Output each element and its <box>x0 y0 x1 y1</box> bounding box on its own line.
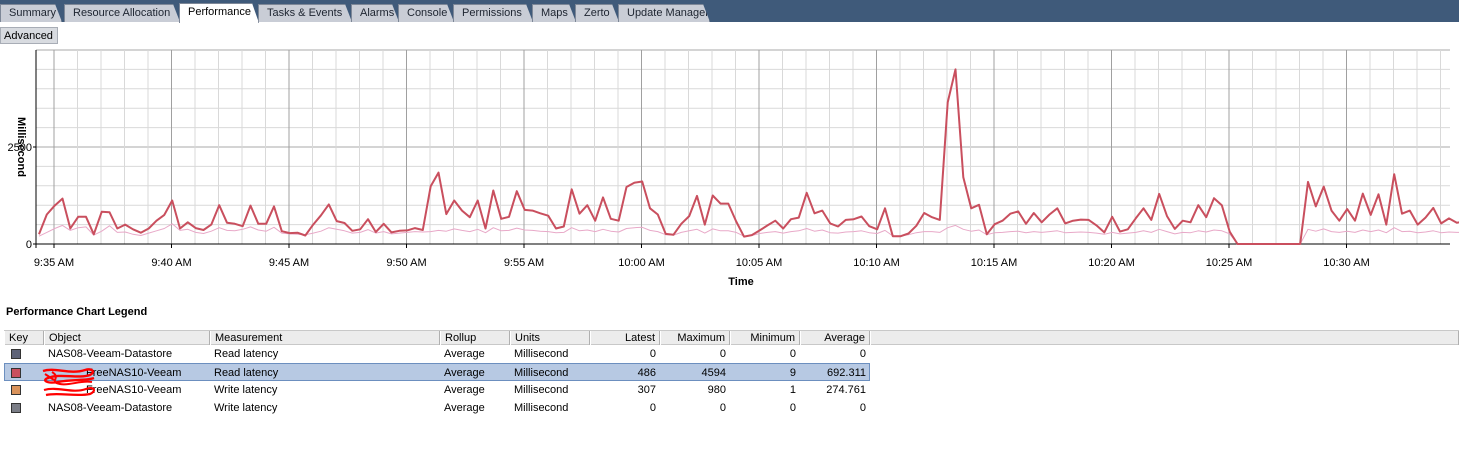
legend-object: NAS08-Veeam-Datastore <box>48 348 173 360</box>
legend-object: NAS08-Veeam-Datastore <box>48 402 173 414</box>
legend-latest: 307 <box>637 384 656 396</box>
column-header-filler <box>870 331 1459 345</box>
chart-grid <box>36 49 1450 245</box>
tab-update-manager[interactable]: Update Manager <box>618 4 710 22</box>
tab-tasks-events[interactable]: Tasks & Events <box>258 4 352 22</box>
legend-average: 0 <box>859 348 866 360</box>
x-tick-label: 10:00 AM <box>618 257 664 269</box>
x-tick-labels: 9:35 AM 9:40 AM 9:45 AM 9:50 AM 9:55 AM 10:00… <box>34 244 1370 269</box>
legend-average: 274.761 <box>826 384 866 396</box>
legend-row-selected[interactable]: FreeNAS10-Veeam Read latency Average Mil… <box>4 363 870 381</box>
performance-chart: 0 2500 9:35 AM 9:40 AM 9:45 AM 9:50 AM 9:55 A… <box>8 49 1459 288</box>
legend-units: Millisecond <box>514 367 569 379</box>
x-tick-label: 9:55 AM <box>504 257 544 269</box>
series-line-write-latency <box>38 223 1459 245</box>
x-tick-label: 10:20 AM <box>1088 257 1134 269</box>
x-tick-label: 9:50 AM <box>386 257 426 269</box>
tab-maps[interactable]: Maps <box>532 4 576 22</box>
sub-toolbar: Advanced <box>0 22 1459 44</box>
column-header-object[interactable]: Object <box>44 331 210 345</box>
legend-average: 0 <box>859 402 866 414</box>
column-header-key[interactable]: Key <box>4 331 44 345</box>
series-color-swatch <box>11 368 21 378</box>
advanced-button[interactable]: Advanced <box>0 27 58 44</box>
legend-average: 692.311 <box>827 367 866 379</box>
x-tick-label: 10:15 AM <box>971 257 1017 269</box>
legend-maximum: 4594 <box>701 367 726 379</box>
tab-zerto[interactable]: Zerto <box>575 4 619 22</box>
legend-minimum: 1 <box>789 384 796 396</box>
legend-object: FreeNAS10-Veeam <box>86 384 182 396</box>
legend-minimum: 9 <box>789 367 796 379</box>
legend-table: Key Object Measurement Rollup Units Late… <box>4 330 1459 417</box>
x-tick-label: 10:05 AM <box>736 257 782 269</box>
legend-row[interactable]: FreeNAS10-Veeam Write latency Average Mi… <box>4 381 1459 399</box>
legend-measurement: Write latency <box>214 384 278 396</box>
legend-row[interactable]: NAS08-Veeam-Datastore Write latency Aver… <box>4 399 1459 417</box>
series-color-swatch <box>11 349 21 359</box>
column-header-rollup[interactable]: Rollup <box>440 331 510 345</box>
tab-permissions[interactable]: Permissions <box>453 4 533 22</box>
legend-maximum: 980 <box>707 384 726 396</box>
series-color-swatch <box>11 385 21 395</box>
legend-rollup: Average <box>444 402 485 414</box>
x-tick-label: 10:25 AM <box>1206 257 1252 269</box>
legend-rollup: Average <box>444 384 485 396</box>
x-tick-label: 9:40 AM <box>151 257 191 269</box>
tab-summary[interactable]: Summary <box>0 4 62 22</box>
legend-latest: 486 <box>637 367 656 379</box>
legend-latest: 0 <box>649 348 656 360</box>
legend-row[interactable]: NAS08-Veeam-Datastore Read latency Avera… <box>4 345 1459 363</box>
legend-title: Performance Chart Legend <box>6 306 148 318</box>
legend-measurement: Read latency <box>214 367 279 379</box>
legend-rollup: Average <box>444 348 485 360</box>
tab-console[interactable]: Console <box>398 4 454 22</box>
tab-alarms[interactable]: Alarms <box>351 4 399 22</box>
chart-series <box>38 68 1459 245</box>
legend-measurement: Write latency <box>214 402 278 414</box>
legend-maximum: 0 <box>719 402 726 414</box>
legend-measurement: Read latency <box>214 348 279 360</box>
legend-units: Millisecond <box>514 402 569 414</box>
series-line-read-latency <box>38 68 1459 245</box>
y-axis-title: Millisecond <box>15 117 27 177</box>
x-tick-label: 9:35 AM <box>34 257 74 269</box>
legend-object: FreeNAS10-Veeam <box>86 367 182 379</box>
column-header-average[interactable]: Average <box>800 331 870 345</box>
x-axis-title: Time <box>728 276 753 288</box>
tab-bar: Summary Resource Allocation Performance … <box>0 0 1459 22</box>
tab-performance[interactable]: Performance <box>179 3 259 23</box>
tab-resource-allocation[interactable]: Resource Allocation <box>64 4 180 22</box>
legend-minimum: 0 <box>789 348 796 360</box>
legend-latest: 0 <box>649 402 656 414</box>
legend-rollup: Average <box>444 367 485 379</box>
column-header-units[interactable]: Units <box>510 331 590 345</box>
column-header-latest[interactable]: Latest <box>590 331 660 345</box>
column-header-measurement[interactable]: Measurement <box>210 331 440 345</box>
x-tick-label: 10:10 AM <box>853 257 899 269</box>
legend-header: Key Object Measurement Rollup Units Late… <box>4 330 1459 345</box>
legend-units: Millisecond <box>514 384 569 396</box>
legend-units: Millisecond <box>514 348 569 360</box>
column-header-minimum[interactable]: Minimum <box>730 331 800 345</box>
chart-axes <box>35 50 1450 248</box>
y-tick-label: 0 <box>26 239 32 251</box>
x-tick-label: 10:30 AM <box>1323 257 1369 269</box>
y-tick-label: 2500 <box>8 142 32 154</box>
column-header-maximum[interactable]: Maximum <box>660 331 730 345</box>
y-tick-labels: 0 2500 <box>8 142 36 251</box>
x-tick-label: 9:45 AM <box>269 257 309 269</box>
legend-maximum: 0 <box>719 348 726 360</box>
series-color-swatch <box>11 403 21 413</box>
legend-minimum: 0 <box>789 402 796 414</box>
